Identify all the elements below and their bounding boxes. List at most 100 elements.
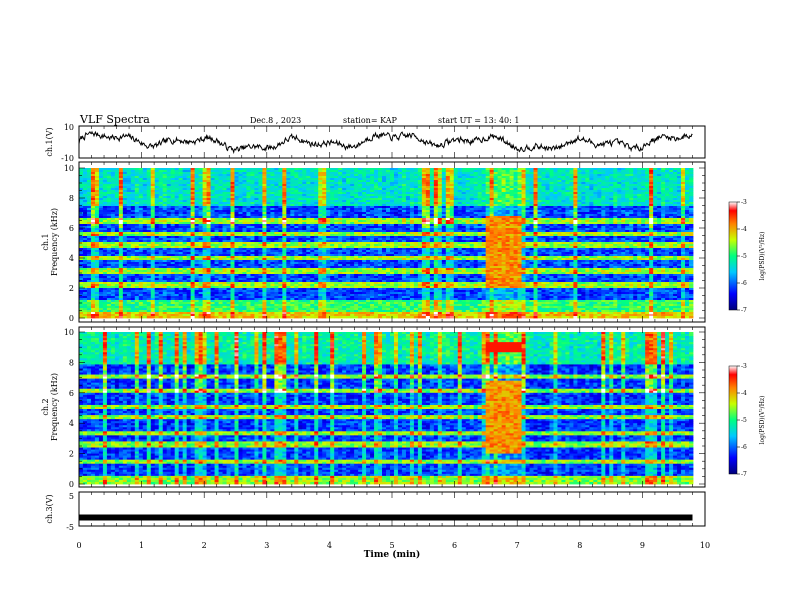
spectrogram-cell (641, 186, 646, 189)
spectrogram-cell (409, 218, 415, 221)
spectrogram-cell (318, 202, 323, 205)
spectrogram-cell (242, 186, 247, 189)
spectrogram-cell (98, 192, 104, 195)
spectrogram-cell (425, 210, 431, 213)
spectrogram-cell (318, 188, 323, 191)
spectrogram-cell (581, 198, 586, 201)
spectrogram-cell (629, 200, 634, 203)
spectrogram-cell (342, 218, 347, 221)
spectrogram-cell (170, 186, 176, 189)
spectrogram-cell (322, 180, 327, 183)
spectrogram-cell (134, 202, 140, 205)
spectrogram-cell (198, 180, 203, 183)
spectrogram-cell (378, 220, 383, 223)
spectrogram-cell (533, 200, 538, 203)
spectrogram-cell (354, 208, 359, 211)
spectrogram-cell (226, 198, 231, 201)
spectrogram-cell (669, 200, 674, 203)
spectrogram-cell (417, 182, 423, 185)
spectrogram-cell (342, 176, 347, 179)
spectrogram-cell (553, 212, 558, 215)
spectrogram-cell (282, 182, 287, 185)
spectrogram-cell (525, 184, 530, 187)
spectrogram-cell (581, 200, 586, 203)
spectrogram-cell (573, 180, 578, 183)
spectrogram-cell (649, 208, 654, 211)
spectrogram-cell (637, 168, 642, 171)
spectrogram-cell (274, 214, 279, 217)
spectrogram-cell (677, 212, 682, 215)
spectrogram-cell (589, 190, 594, 193)
spectrogram-cell (413, 204, 419, 207)
spectrogram-cell (493, 216, 499, 219)
spectrogram-cell (118, 170, 124, 173)
spectrogram-cell (142, 188, 148, 191)
spectrogram-cell (469, 192, 475, 195)
spectrogram-cell (685, 196, 690, 199)
spectrogram-cell (350, 174, 355, 177)
spectrogram-cell (613, 206, 618, 209)
spectrogram-cell (210, 224, 215, 227)
spectrogram-cell (477, 202, 483, 205)
spectrogram-cell (597, 174, 602, 177)
spectrogram-cell (565, 184, 570, 187)
spectrogram-cell (154, 204, 160, 207)
start-time-label: start UT = 13: 40: 1 (438, 116, 519, 125)
spectrogram-cell (350, 222, 355, 225)
spectrogram-cell (429, 190, 435, 193)
spectrogram-cell (286, 208, 291, 211)
spectrogram-cell (206, 168, 211, 171)
spectrogram-cell (302, 210, 307, 213)
spectrogram-cell (366, 176, 371, 179)
spectrogram-cell (286, 202, 291, 205)
spectrogram-cell (529, 194, 534, 197)
spectrogram-cell (473, 180, 479, 183)
spectrogram-cell (553, 178, 558, 181)
spectrogram-cell (397, 180, 403, 183)
spectrogram-cell (374, 188, 379, 191)
spectrogram-cell (122, 184, 128, 187)
spectrogram-cell (294, 206, 299, 209)
spectrogram-cell (613, 200, 618, 203)
spectrogram-cell (158, 216, 164, 219)
spectrogram-cell (601, 196, 606, 199)
spectrogram-cell (401, 222, 407, 225)
spectrogram-cell (370, 210, 375, 213)
spectrogram-cell (182, 174, 188, 177)
spectrogram-cell (334, 184, 339, 187)
spectrogram-cell (222, 182, 227, 185)
spectrogram-cell (322, 204, 327, 207)
spectrogram-cell (537, 194, 542, 197)
spectrogram-cell (485, 170, 491, 173)
spectrogram-cell (625, 218, 630, 221)
spectrogram-cell (298, 210, 303, 213)
spectrogram-cell (581, 176, 586, 179)
spectrogram-cell (90, 214, 96, 217)
spectrogram-cell (557, 190, 562, 193)
spectrogram-cell (350, 218, 355, 221)
spectrogram-cell (282, 206, 287, 209)
spectrogram-cell (106, 188, 112, 191)
spectrogram-cell (226, 170, 231, 173)
spectrogram-cell (397, 184, 403, 187)
spectrogram-cell (513, 170, 518, 173)
spectrogram-cell (294, 168, 299, 171)
spectrogram-cell (150, 208, 156, 211)
spectrogram-cell (314, 176, 319, 179)
spectrogram-cell (389, 192, 395, 195)
spectrogram-cell (517, 190, 522, 193)
spectrogram-cell (449, 212, 455, 215)
spectrogram-cell (505, 180, 510, 183)
spectrogram-cell (481, 180, 487, 183)
spectrogram-cell (469, 196, 475, 199)
spectrogram-cell (601, 170, 606, 173)
spectrogram-cell (593, 216, 598, 219)
spectrogram-cell (393, 212, 399, 215)
spectrogram-cell (469, 220, 475, 223)
spectrogram-cell (346, 218, 351, 221)
spectrogram-cell (118, 224, 124, 227)
spectrogram-cell (282, 190, 287, 193)
spectrogram-cell (541, 178, 546, 181)
spectrogram-cell (453, 222, 459, 225)
spectrogram-cell (545, 184, 550, 187)
